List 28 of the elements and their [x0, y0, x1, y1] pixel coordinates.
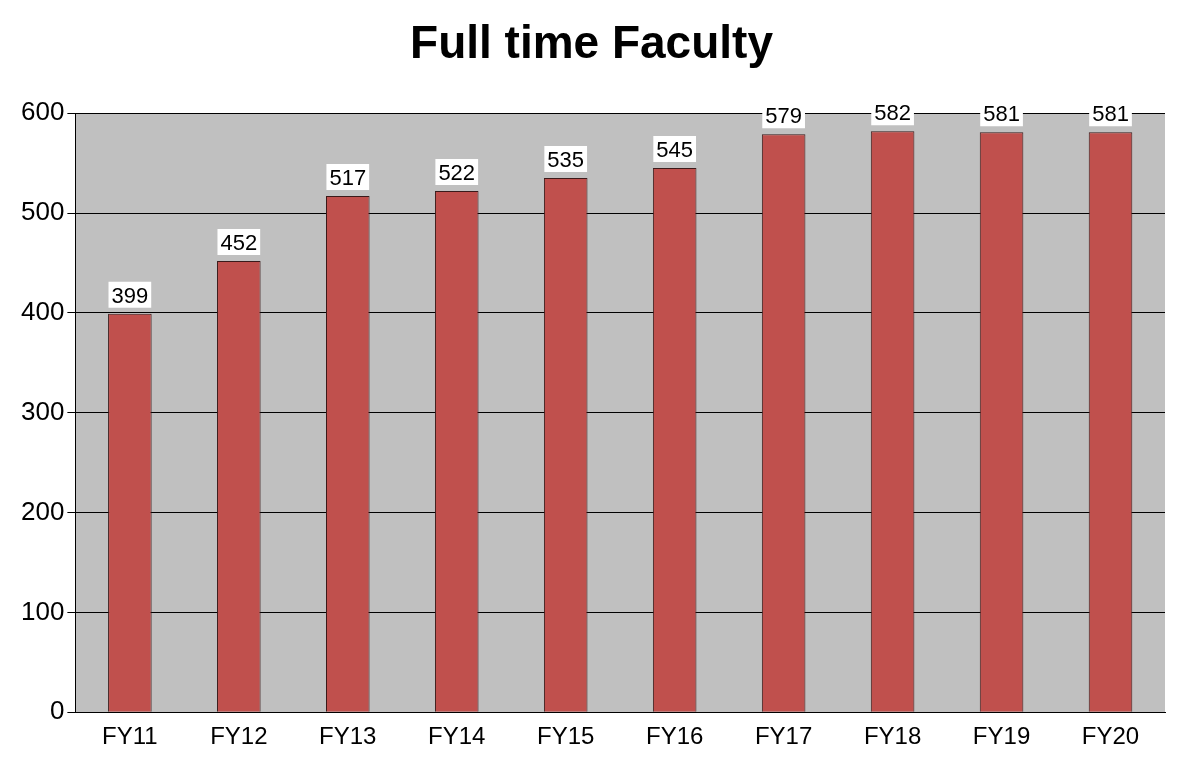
x-tick-label: FY17 — [754, 722, 813, 750]
data-label: 581 — [1092, 101, 1129, 127]
data-label: 582 — [874, 100, 911, 126]
x-tick-label: FY11 — [102, 722, 158, 750]
data-label: 517 — [329, 165, 367, 191]
y-tick-label: 0 — [49, 695, 65, 726]
y-tick-label: 500 — [20, 196, 65, 227]
y-tick-label: 400 — [20, 296, 65, 327]
y-tick-label: 300 — [20, 395, 65, 426]
x-tick-label: FY16 — [645, 722, 704, 750]
y-tick-label: 200 — [20, 495, 65, 526]
x-tick-label: FY12 — [210, 722, 268, 750]
x-tick-label: FY20 — [1081, 722, 1140, 750]
y-tick-label: 600 — [20, 96, 65, 127]
y-tick-label: 100 — [20, 595, 65, 626]
data-label: 581 — [983, 101, 1020, 127]
data-label: 545 — [656, 137, 694, 163]
x-tick-label: FY14 — [428, 722, 486, 750]
data-label: 579 — [765, 103, 802, 129]
x-tick-label: FY19 — [972, 722, 1031, 750]
chart-title: Full time Faculty — [410, 16, 774, 69]
data-label: 399 — [111, 282, 149, 308]
data-label: 522 — [438, 160, 476, 186]
x-tick-label: FY18 — [863, 722, 922, 750]
x-tick-label: FY13 — [319, 722, 377, 750]
data-label: 452 — [220, 230, 258, 256]
data-label: 535 — [547, 147, 585, 173]
x-tick-label: FY15 — [537, 722, 595, 750]
